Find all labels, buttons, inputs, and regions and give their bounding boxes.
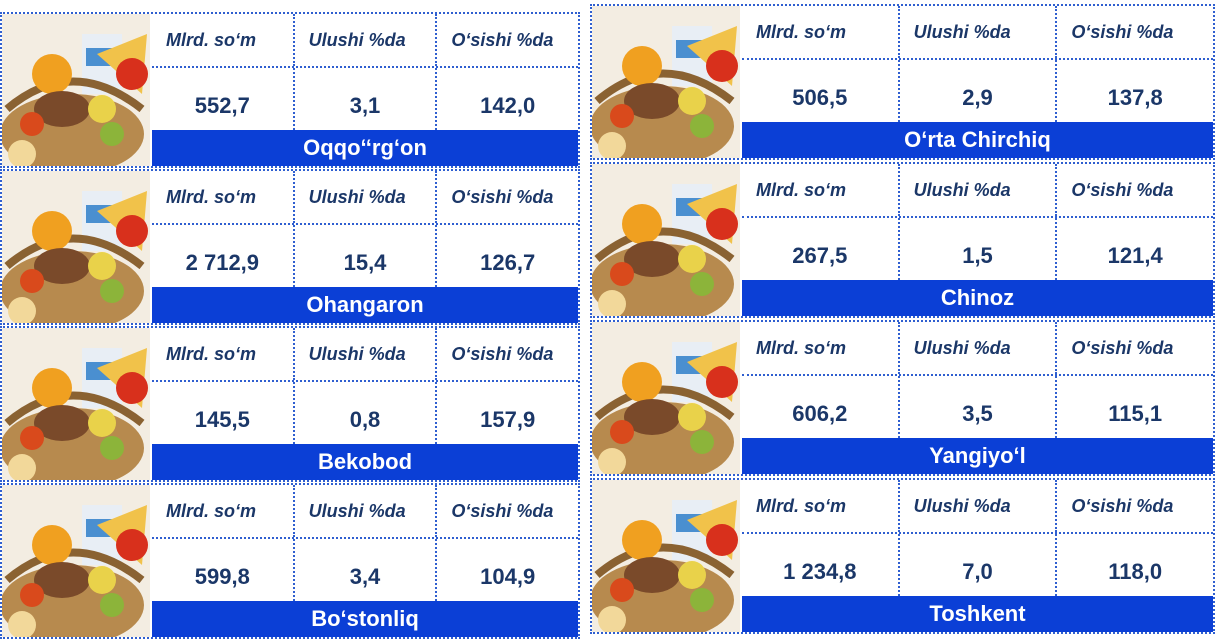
value-row: 267,5 1,5 121,4 [742, 218, 1213, 280]
value-cell: 599,8 [152, 539, 295, 601]
header-cell: Ulushi %da [295, 14, 438, 66]
food-image [0, 328, 150, 488]
header-cell: Ulushi %da [900, 164, 1058, 216]
value-cell: 142,0 [480, 93, 536, 118]
value-row: 1 234,8 7,0 118,0 [742, 534, 1213, 596]
district-name: Oqqo‘‘rg‘on [152, 130, 578, 166]
value-row: 552,7 3,1 142,0 [152, 68, 578, 130]
card: Mlrd. so‘m Ulushi %da O‘sishi %da 552,7 3,1 1… [0, 12, 580, 174]
header-cell: O‘sishi %da [1071, 180, 1174, 200]
header-cell: Mlrd. so‘m [742, 480, 900, 532]
value-cell: 126,7 [480, 250, 536, 275]
value-cell: 118,0 [1108, 559, 1163, 584]
food-image [590, 6, 740, 166]
card: Mlrd. so‘m Ulushi %da O‘sishi %da 606,2 3,5 1… [590, 320, 1215, 482]
food-image [590, 322, 740, 482]
card: Mlrd. so‘m Ulushi %da O‘sishi %da 2 712,9 15… [0, 169, 580, 331]
header-cell: Ulushi %da [900, 322, 1058, 374]
table: Mlrd. so‘m Ulushi %da O‘sishi %da 506,5 2,9 1… [742, 6, 1213, 158]
header-cell: O‘sishi %da [451, 187, 554, 207]
header-cell: Ulushi %da [900, 6, 1058, 58]
header-cell: Ulushi %da [295, 171, 438, 223]
value-cell: 606,2 [742, 376, 900, 438]
value-cell: 506,5 [742, 60, 900, 122]
header-cell: Mlrd. so‘m [152, 485, 295, 537]
card: Mlrd. so‘m Ulushi %da O‘sishi %da 506,5 2,9 1… [590, 4, 1215, 166]
header-row: Mlrd. so‘m Ulushi %da O‘sishi %da [742, 6, 1213, 60]
header-cell: Mlrd. so‘m [152, 171, 295, 223]
food-image [590, 164, 740, 324]
header-cell: O‘sishi %da [1071, 22, 1174, 42]
value-cell: 104,9 [480, 564, 536, 589]
header-cell: Ulushi %da [900, 480, 1058, 532]
header-cell: Ulushi %da [295, 485, 438, 537]
district-name: Ohangaron [152, 287, 578, 323]
header-cell: Mlrd. so‘m [152, 328, 295, 380]
value-cell: 0,8 [295, 382, 438, 444]
value-cell: 2,9 [900, 60, 1058, 122]
header-cell: O‘sishi %da [451, 344, 554, 364]
table: Mlrd. so‘m Ulushi %da O‘sishi %da 1 234,8 7,… [742, 480, 1213, 632]
value-cell: 267,5 [742, 218, 900, 280]
table: Mlrd. so‘m Ulushi %da O‘sishi %da 606,2 3,5 1… [742, 322, 1213, 474]
value-cell: 1 234,8 [742, 534, 900, 596]
value-cell: 137,8 [1107, 85, 1163, 110]
value-cell: 1,5 [900, 218, 1058, 280]
food-image [0, 485, 150, 642]
value-cell: 15,4 [295, 225, 438, 287]
card: Mlrd. so‘m Ulushi %da O‘sishi %da 599,8 3,4 1… [0, 483, 580, 642]
header-row: Mlrd. so‘m Ulushi %da O‘sishi %da [742, 322, 1213, 376]
value-row: 606,2 3,5 115,1 [742, 376, 1213, 438]
card: Mlrd. so‘m Ulushi %da O‘sishi %da 1 234,8 7,… [590, 478, 1215, 640]
value-cell: 2 712,9 [152, 225, 295, 287]
value-cell: 3,4 [295, 539, 438, 601]
value-row: 599,8 3,4 104,9 [152, 539, 578, 601]
header-cell: Mlrd. so‘m [742, 322, 900, 374]
district-name: Chinoz [742, 280, 1213, 316]
value-cell: 115,1 [1108, 401, 1163, 426]
food-image [0, 14, 150, 174]
food-image [0, 171, 150, 331]
value-cell: 157,9 [480, 407, 536, 432]
header-row: Mlrd. so‘m Ulushi %da O‘sishi %da [152, 14, 578, 68]
district-name: Yangiyo‘l [742, 438, 1213, 474]
value-cell: 145,5 [152, 382, 295, 444]
header-cell: O‘sishi %da [451, 30, 554, 50]
header-row: Mlrd. so‘m Ulushi %da O‘sishi %da [742, 480, 1213, 534]
table: Mlrd. so‘m Ulushi %da O‘sishi %da 145,5 0,8 1… [152, 328, 578, 480]
card: Mlrd. so‘m Ulushi %da O‘sishi %da 267,5 1,5 1… [590, 162, 1215, 324]
district-name: Bo‘stonliq [152, 601, 578, 637]
value-row: 145,5 0,8 157,9 [152, 382, 578, 444]
header-row: Mlrd. so‘m Ulushi %da O‘sishi %da [742, 164, 1213, 218]
district-name: O‘rta Chirchiq [742, 122, 1213, 158]
table: Mlrd. so‘m Ulushi %da O‘sishi %da 552,7 3,1 1… [152, 14, 578, 166]
value-row: 506,5 2,9 137,8 [742, 60, 1213, 122]
header-cell: O‘sishi %da [1071, 338, 1174, 358]
district-name: Bekobod [152, 444, 578, 480]
value-cell: 3,1 [295, 68, 438, 130]
table: Mlrd. so‘m Ulushi %da O‘sishi %da 599,8 3,4 1… [152, 485, 578, 637]
value-cell: 7,0 [900, 534, 1058, 596]
header-row: Mlrd. so‘m Ulushi %da O‘sishi %da [152, 171, 578, 225]
district-name: Toshkent [742, 596, 1213, 632]
header-cell: Ulushi %da [295, 328, 438, 380]
header-cell: Mlrd. so‘m [152, 14, 295, 66]
card: Mlrd. so‘m Ulushi %da O‘sishi %da 145,5 0,8 1… [0, 326, 580, 488]
table: Mlrd. so‘m Ulushi %da O‘sishi %da 2 712,9 15… [152, 171, 578, 323]
header-cell: Mlrd. so‘m [742, 6, 900, 58]
header-cell: O‘sishi %da [451, 501, 554, 521]
header-cell: O‘sishi %da [1071, 496, 1174, 516]
value-row: 2 712,9 15,4 126,7 [152, 225, 578, 287]
table: Mlrd. so‘m Ulushi %da O‘sishi %da 267,5 1,5 1… [742, 164, 1213, 316]
header-row: Mlrd. so‘m Ulushi %da O‘sishi %da [152, 485, 578, 539]
food-image [590, 480, 740, 640]
value-cell: 552,7 [152, 68, 295, 130]
value-cell: 3,5 [900, 376, 1058, 438]
header-cell: Mlrd. so‘m [742, 164, 900, 216]
header-row: Mlrd. so‘m Ulushi %da O‘sishi %da [152, 328, 578, 382]
value-cell: 121,4 [1107, 243, 1163, 268]
